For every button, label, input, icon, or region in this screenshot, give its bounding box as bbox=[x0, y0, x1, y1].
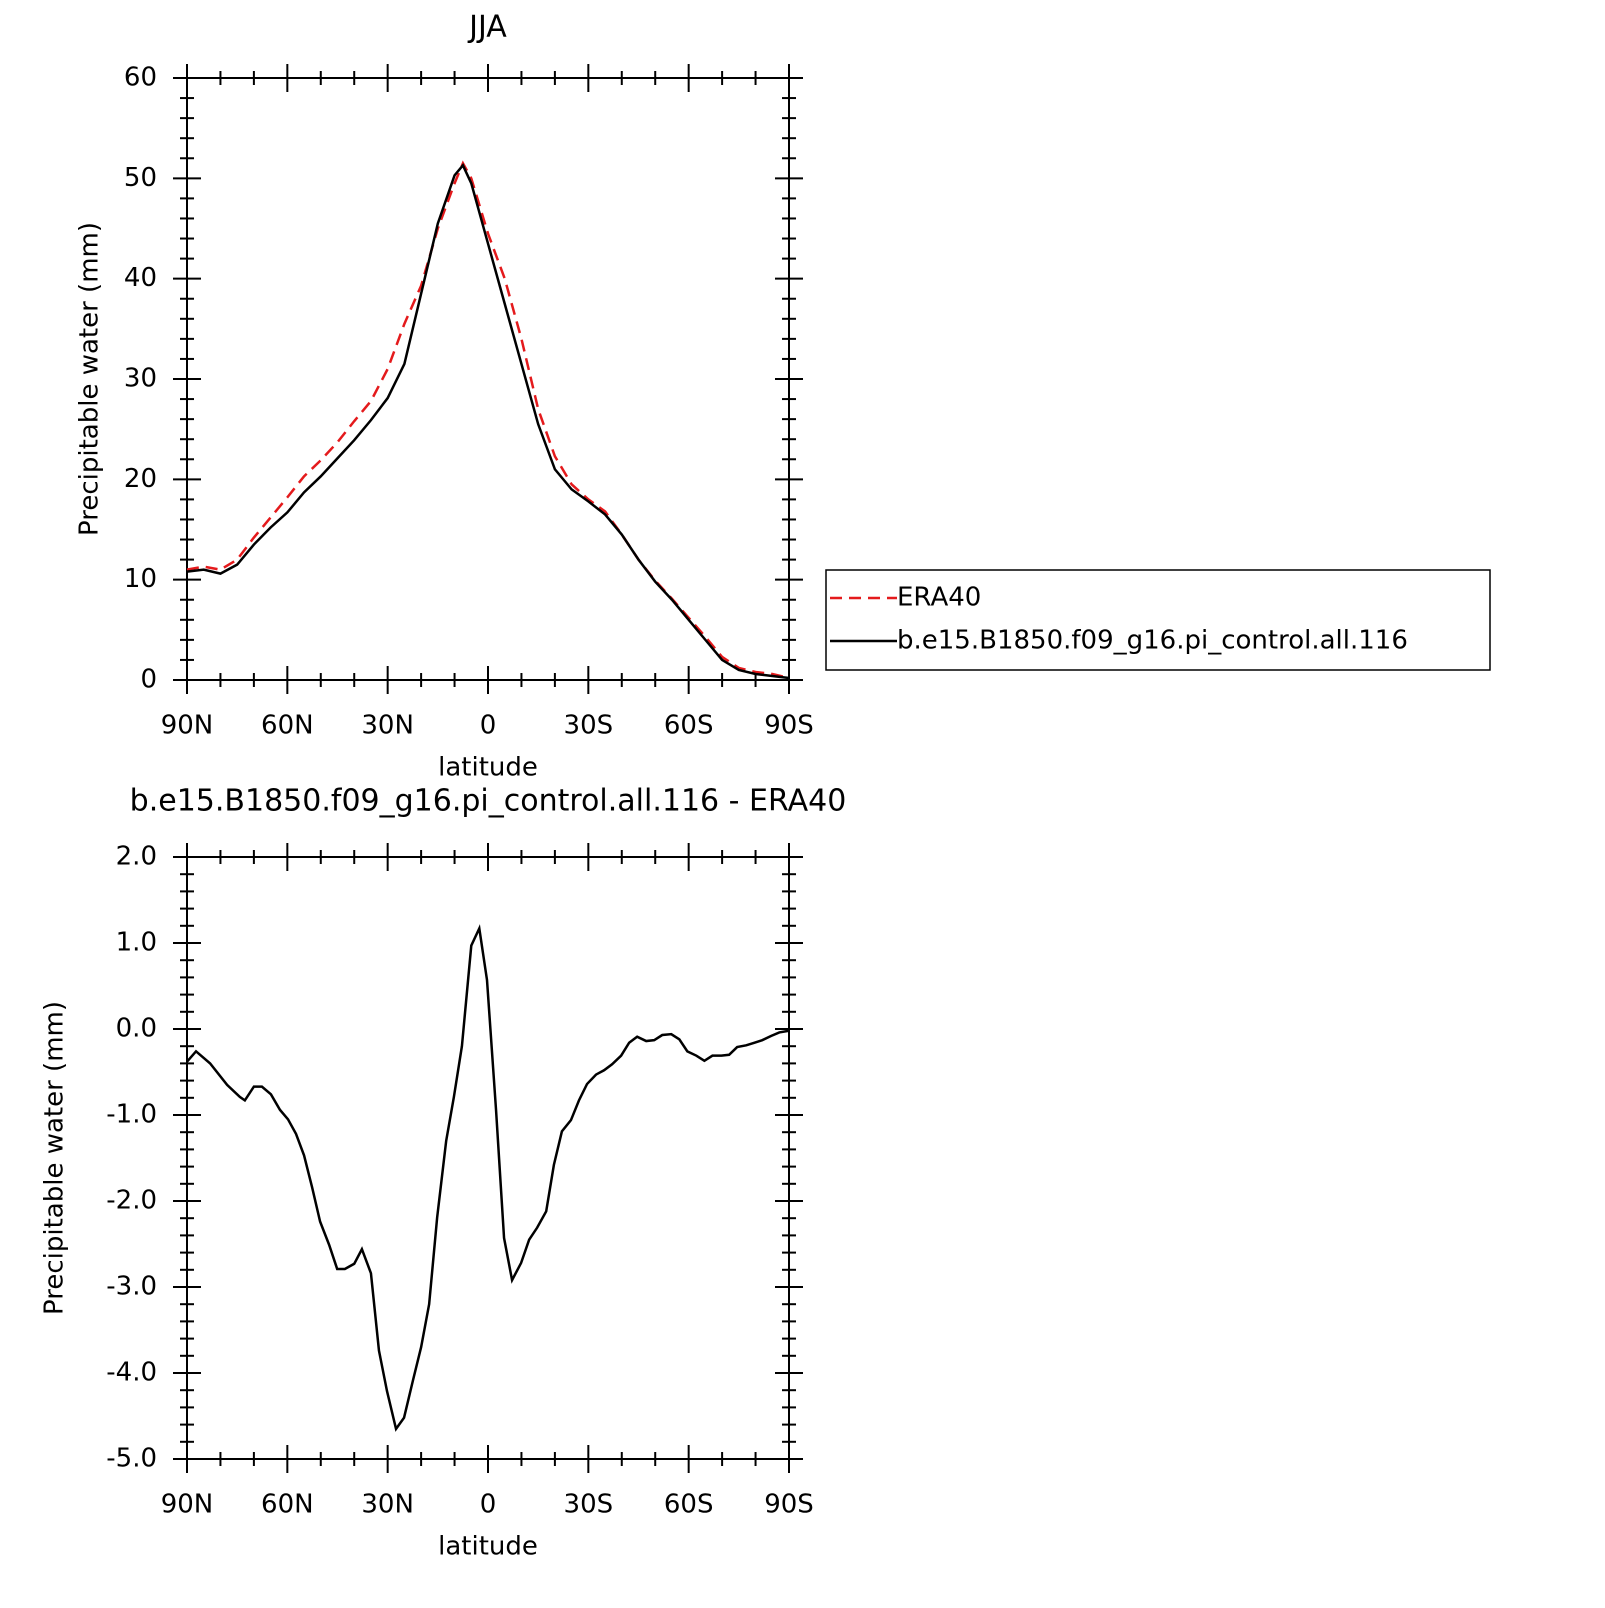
y-tick-label: -4.0 bbox=[106, 1358, 157, 1388]
chart-title: JJA bbox=[467, 10, 507, 45]
y-tick-label: -5.0 bbox=[106, 1444, 157, 1474]
x-tick-label: 30N bbox=[361, 1490, 414, 1520]
x-tick-label: 30S bbox=[564, 711, 614, 741]
x-tick-label: 0 bbox=[480, 1490, 497, 1520]
y-tick-label: -3.0 bbox=[106, 1272, 157, 1302]
x-tick-label: 30N bbox=[361, 711, 414, 741]
legend-label: ERA40 bbox=[897, 583, 981, 613]
y-tick-label: 10 bbox=[124, 564, 157, 594]
legend-label: b.e15.B1850.f09_g16.pi_control.all.116 bbox=[897, 626, 1408, 656]
chart-title: b.e15.B1850.f09_g16.pi_control.all.116 -… bbox=[130, 784, 847, 819]
plot-frame bbox=[186, 856, 790, 1460]
y-tick-label: 40 bbox=[124, 263, 157, 293]
x-tick-label: 90N bbox=[161, 711, 214, 741]
y-tick-label: 30 bbox=[124, 364, 157, 394]
y-tick-label: 60 bbox=[124, 63, 157, 93]
plot-frame bbox=[186, 77, 790, 681]
x-tick-label: 0 bbox=[480, 711, 497, 741]
x-axis-label: latitude bbox=[438, 1532, 538, 1562]
y-tick-label: 2.0 bbox=[116, 842, 157, 872]
y-tick-label: 1.0 bbox=[116, 928, 157, 958]
x-tick-label: 90N bbox=[161, 1490, 214, 1520]
y-tick-label: 20 bbox=[124, 464, 157, 494]
y-tick-label: 0 bbox=[140, 665, 157, 695]
x-tick-label: 90S bbox=[764, 1490, 814, 1520]
x-tick-label: 60N bbox=[261, 711, 314, 741]
y-tick-label: -2.0 bbox=[106, 1186, 157, 1216]
y-tick-label: 50 bbox=[124, 163, 157, 193]
data-line bbox=[186, 162, 790, 680]
x-tick-label: 60S bbox=[664, 1490, 714, 1520]
x-tick-label: 30S bbox=[564, 1490, 614, 1520]
x-tick-label: 60S bbox=[664, 711, 714, 741]
y-axis-label: Precipitable water (mm) bbox=[75, 222, 105, 536]
legend-box bbox=[825, 569, 1491, 671]
y-tick-label: 0.0 bbox=[116, 1014, 157, 1044]
data-line bbox=[186, 924, 790, 1432]
x-axis-label: latitude bbox=[438, 753, 538, 783]
y-tick-label: -1.0 bbox=[106, 1100, 157, 1130]
x-tick-label: 60N bbox=[261, 1490, 314, 1520]
x-tick-label: 90S bbox=[764, 711, 814, 741]
y-axis-label: Precipitable water (mm) bbox=[40, 1001, 70, 1315]
